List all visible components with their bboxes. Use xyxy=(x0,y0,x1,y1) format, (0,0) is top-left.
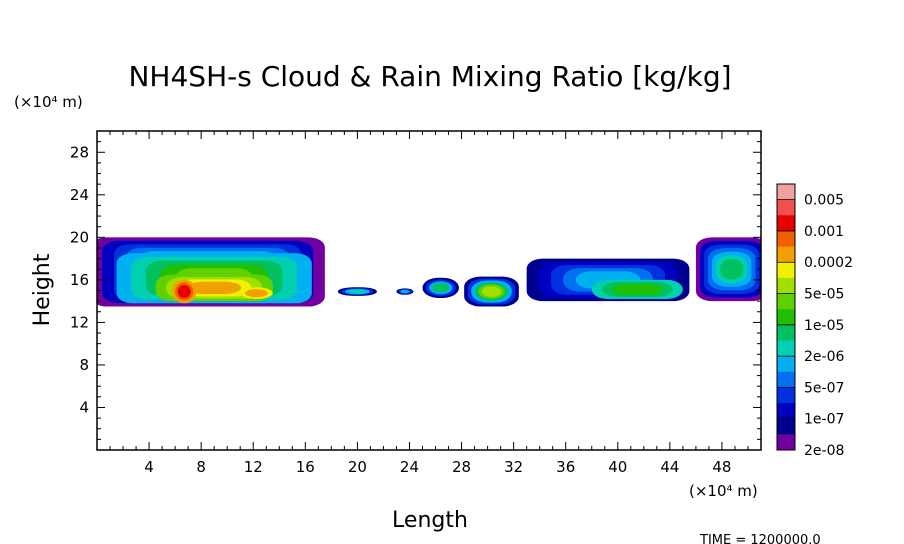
y-tick-label: 28 xyxy=(70,143,89,161)
x-tick-label: 20 xyxy=(348,458,367,476)
x-tick-label: 32 xyxy=(504,458,523,476)
x-tick-label: 24 xyxy=(400,458,419,476)
colorbar-swatch xyxy=(777,387,795,404)
colorbar-label: 0.005 xyxy=(804,193,844,209)
colorbar-label: 2e-08 xyxy=(804,443,844,459)
contour-band xyxy=(720,258,744,280)
colorbar-label: 5e-05 xyxy=(804,287,844,303)
colorbar-swatch xyxy=(777,246,795,263)
contour-band xyxy=(177,285,191,298)
contour-band xyxy=(481,286,502,297)
colorbar-swatch xyxy=(777,293,795,310)
y-tick-label: 8 xyxy=(79,356,89,374)
chart-title: NH4SH-s Cloud & Rain Mixing Ratio [kg/kg… xyxy=(128,60,731,93)
contour-band xyxy=(348,289,367,294)
y-axis-title: Height xyxy=(30,253,55,326)
y-tick-label: 4 xyxy=(79,398,89,416)
contour-field xyxy=(97,237,761,307)
colorbar-swatch xyxy=(777,309,795,326)
colorbar-swatch xyxy=(777,434,795,451)
y-axis-unit: (×10⁴ m) xyxy=(14,93,83,111)
x-tick-label: 48 xyxy=(712,458,731,476)
colorbar-swatch xyxy=(777,277,795,295)
y-axis-ticks: 4 8 12 16 20 24 28 xyxy=(70,141,761,440)
time-readout: TIME = 1200000.0 xyxy=(699,533,821,544)
colorbar-swatch xyxy=(777,324,795,341)
x-tick-label: 28 xyxy=(452,458,471,476)
x-axis-title: Length xyxy=(392,508,468,533)
colorbar-swatch xyxy=(777,199,795,216)
x-tick-label: 12 xyxy=(244,458,263,476)
contour-band xyxy=(187,281,242,294)
x-tick-label: 40 xyxy=(608,458,627,476)
colorbar-swatch xyxy=(777,215,795,232)
colorbar: 0.005 0.001 0.0002 5e-05 1e-05 2e-06 5e-07 1e-0… xyxy=(776,183,853,459)
x-tick-label: 16 xyxy=(296,458,315,476)
y-tick-label: 12 xyxy=(70,313,89,331)
colorbar-swatch xyxy=(777,230,795,248)
x-tick-label: 36 xyxy=(556,458,575,476)
colorbar-label: 1e-07 xyxy=(804,412,844,428)
y-tick-label: 24 xyxy=(70,186,89,204)
contour-band xyxy=(432,283,450,293)
colorbar-label: 0.0002 xyxy=(804,255,853,271)
contour-band xyxy=(612,284,663,295)
colorbar-label: 0.001 xyxy=(804,224,844,240)
x-tick-label: 8 xyxy=(196,458,206,476)
colorbar-swatch xyxy=(777,418,795,435)
colorbar-label: 5e-07 xyxy=(804,380,844,396)
colorbar-swatch xyxy=(777,371,795,388)
contour-band xyxy=(400,289,410,294)
colorbar-swatch xyxy=(777,340,795,357)
x-tick-label: 44 xyxy=(660,458,679,476)
y-tick-label: 20 xyxy=(70,228,89,246)
colorbar-swatch xyxy=(777,262,795,279)
colorbar-label: 2e-06 xyxy=(804,349,844,365)
x-tick-label: 4 xyxy=(144,458,154,476)
colorbar-label: 1e-05 xyxy=(804,318,844,334)
x-axis-ticks: 4 8 12 16 20 24 28 32 36 40 44 48 xyxy=(109,131,749,476)
cloud-field xyxy=(97,237,761,307)
y-tick-label: 16 xyxy=(70,271,89,289)
x-axis-unit: (×10⁴ m) xyxy=(689,482,758,500)
colorbar-swatch xyxy=(777,184,795,201)
colorbar-swatch xyxy=(777,356,795,373)
colorbar-swatch xyxy=(777,403,795,420)
contour-band xyxy=(245,289,268,298)
